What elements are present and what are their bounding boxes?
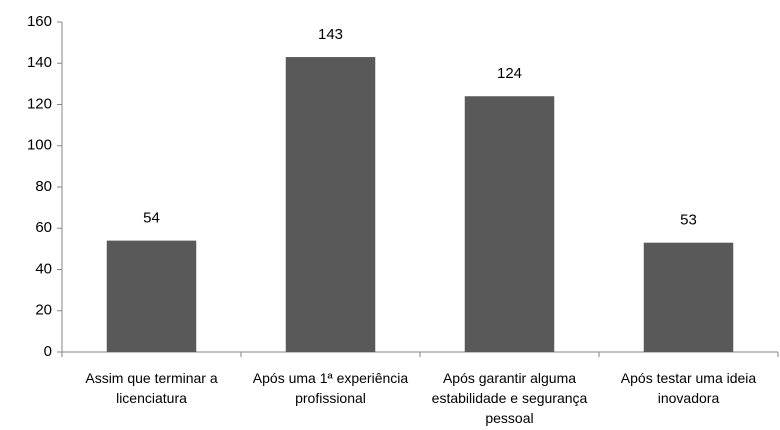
data-label: 143 [318,26,343,43]
y-tick-label: 60 [35,219,52,236]
bar [285,57,376,352]
x-tick-label: Após testar uma ideia inovadora [620,370,757,406]
bar [464,96,555,352]
y-tick-label: 40 [35,260,52,277]
y-tick-label: 100 [27,137,52,154]
x-tick-label: Após garantir alguma estabilidade e segu… [431,370,588,426]
data-label: 53 [680,212,697,229]
x-tick-label: Após uma 1ª experiência profissional [252,370,409,406]
y-tick-label: 140 [27,54,52,71]
y-tick-label: 120 [27,95,52,112]
bar [643,242,734,352]
y-tick-label: 80 [35,178,52,195]
y-tick-label: 160 [27,13,52,30]
data-label: 124 [497,65,522,82]
bar [106,240,197,352]
x-tick-label: Assim que terminar a licenciatura [85,370,218,406]
y-tick-label: 20 [35,302,52,319]
y-tick-label: 0 [44,343,52,360]
data-label: 54 [143,210,160,227]
